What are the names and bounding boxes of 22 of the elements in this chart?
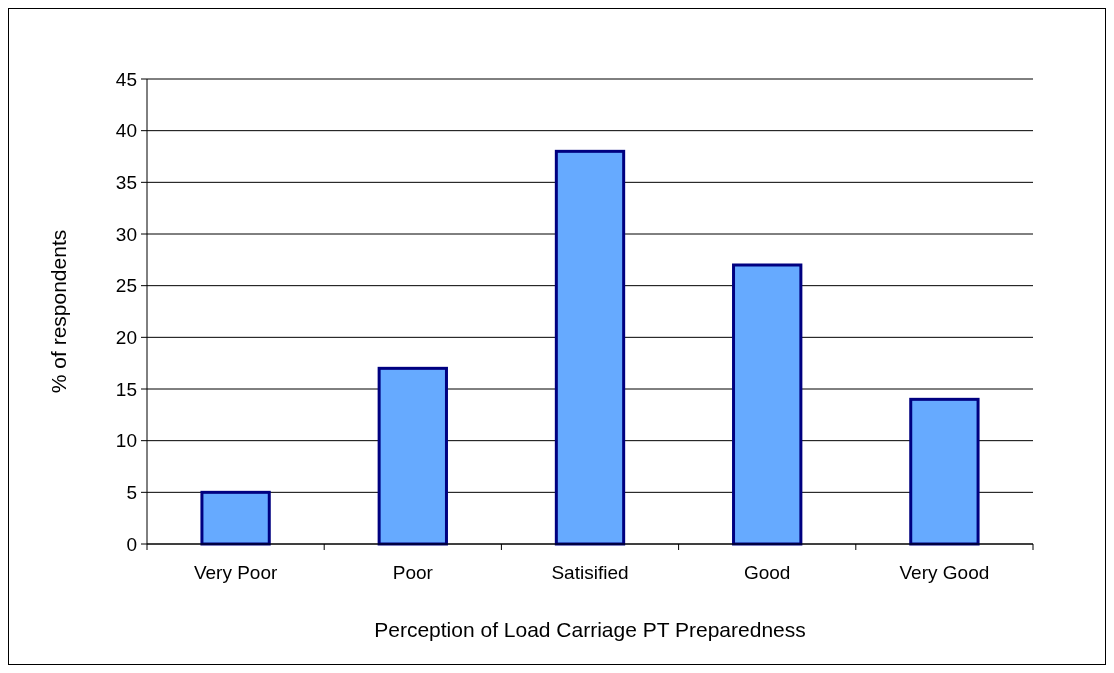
y-tick-label: 30 <box>115 223 137 245</box>
y-tick-label: 20 <box>115 326 137 348</box>
x-tick-label: Very Good <box>899 562 990 583</box>
x-tick-label: Poor <box>392 562 434 583</box>
y-tick-label: 10 <box>115 430 137 452</box>
bar <box>377 366 448 546</box>
bar <box>909 397 980 546</box>
bar <box>200 490 271 546</box>
bar <box>732 263 803 546</box>
y-tick-label: 5 <box>126 481 137 503</box>
x-tick-label: Satisified <box>551 562 629 583</box>
y-axis-title: % of respondents <box>47 229 70 394</box>
x-tick-label: Good <box>743 562 791 583</box>
bar <box>554 149 626 546</box>
y-tick-label: 40 <box>115 120 137 142</box>
x-axis-title: Perception of Load Carriage PT Preparedness <box>374 618 806 641</box>
y-tick-label: 15 <box>115 378 137 400</box>
y-tick-label: 45 <box>115 68 137 90</box>
y-tick-label: 35 <box>115 171 137 193</box>
y-tick-label: 25 <box>115 275 137 297</box>
x-tick-label: Very Poor <box>193 562 278 583</box>
y-tick-label: 0 <box>126 533 137 555</box>
